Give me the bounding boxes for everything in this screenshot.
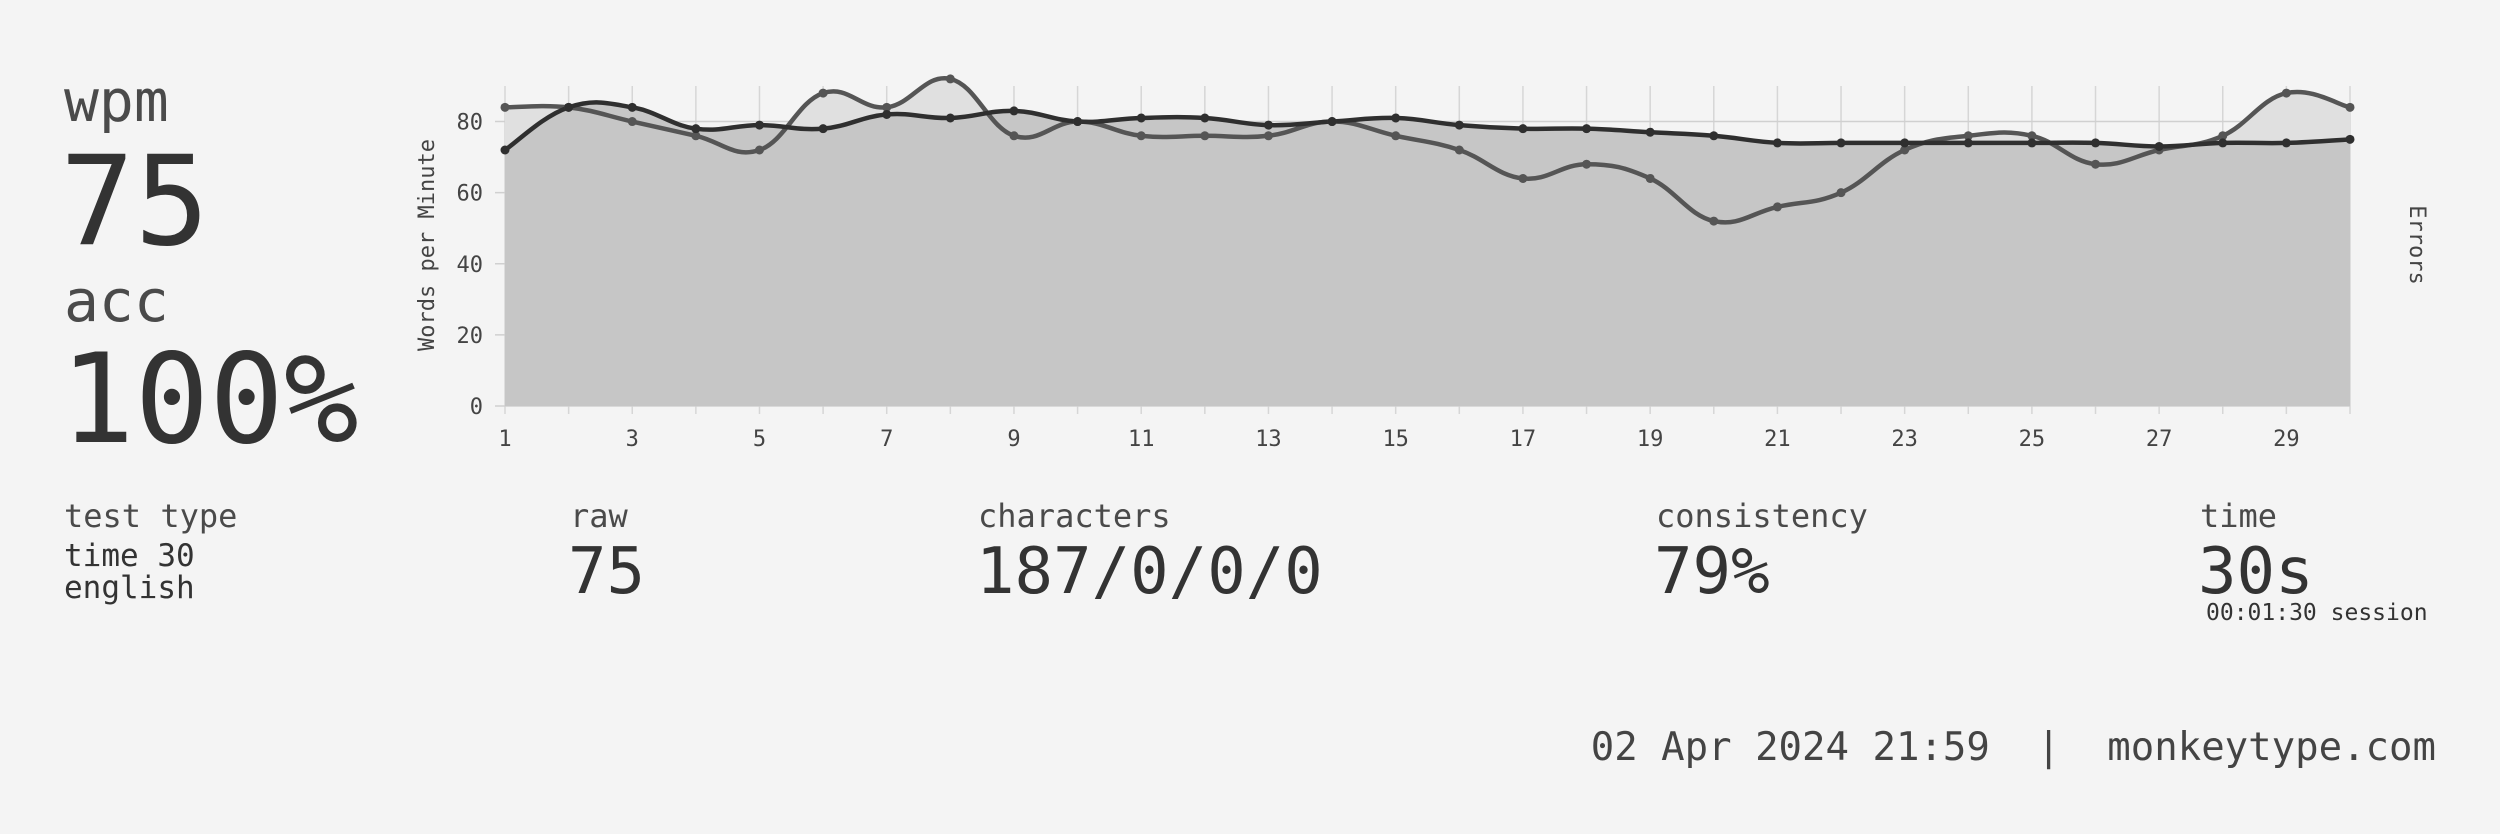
test-type-label: test type [64,497,238,535]
acc-label: acc [64,267,169,335]
x-tick-label: 23 [1891,427,1918,452]
y-tick-label: 80 [457,111,484,136]
wpm-point [2027,138,2037,148]
raw-point [691,131,701,141]
raw-point [1645,173,1655,183]
wpm-point [1200,113,1210,123]
x-tick-label: 25 [2019,427,2046,452]
raw-value: 75 [568,535,646,609]
wpm-point [500,145,510,155]
wpm-point [1073,117,1083,127]
wpm-point [1582,124,1592,134]
wpm-point [1136,113,1146,123]
raw-point [500,102,510,112]
raw-point [945,74,955,84]
characters-value: 187/0/0/0 [976,535,1323,609]
wpm-label: wpm [64,67,169,135]
raw-point [2281,88,2291,98]
raw-point [627,117,637,127]
wpm-point [691,124,701,134]
x-tick-label: 21 [1764,427,1791,452]
wpm-point [1836,138,1846,148]
raw-point [818,88,828,98]
wpm-point [2218,138,2228,148]
wpm-point [564,102,574,112]
chart-errors-axis-label: Errors [2404,205,2429,284]
chart-points [500,74,2355,226]
raw-point [2091,159,2101,169]
characters-label: characters [978,497,1171,535]
wpm-point [882,109,892,119]
wpm-point [1454,120,1464,130]
wpm-point [1900,138,1910,148]
wpm-point [2281,138,2291,148]
time-value: 30s [2198,535,2314,609]
raw-point [1136,131,1146,141]
wpm-point [1709,131,1719,141]
wpm-point [1963,138,1973,148]
raw-point [1454,145,1464,155]
wpm-point [2091,138,2101,148]
wpm-point [1263,120,1273,130]
wpm-point [2345,134,2355,144]
wpm-point [754,120,764,130]
y-tick-label: 0 [470,395,483,420]
y-tick-label: 40 [457,253,484,278]
raw-point [1518,173,1528,183]
wpm-point [1009,106,1019,116]
raw-point [1772,202,1782,212]
y-tick-label: 60 [457,182,484,207]
wpm-point [1327,117,1337,127]
raw-point [2218,131,2228,141]
x-tick-label: 11 [1128,427,1155,452]
chart-y-axis-label: Words per Minute [415,139,440,351]
wpm-point [1645,127,1655,137]
wpm-point [627,102,637,112]
wpm-area [505,102,2350,406]
wpm-point [945,113,955,123]
x-tick-label: 19 [1637,427,1664,452]
raw-point [2345,102,2355,112]
x-tick-label: 27 [2146,427,2173,452]
x-tick-label: 13 [1255,427,1282,452]
raw-point [1963,131,1973,141]
x-tick-label: 5 [753,427,766,452]
wpm-point [2154,141,2164,151]
y-tick-label: 20 [457,324,484,349]
footer-date-site: 02 Apr 2024 21:59 | monkeytype.com [1590,725,2436,770]
raw-point [2027,131,2037,141]
consistency-value: 79% [1654,535,1770,609]
raw-point [1200,131,1210,141]
raw-point [1582,159,1592,169]
raw-label: raw [570,497,628,535]
x-tick-label: 29 [2273,427,2300,452]
raw-point [1836,188,1846,198]
raw-point [1709,216,1719,226]
wpm-point [1518,124,1528,134]
time-label: time [2200,497,2278,535]
raw-point [754,145,764,155]
x-tick-label: 15 [1382,427,1409,452]
raw-point [1263,131,1273,141]
x-tick-label: 9 [1007,427,1020,452]
wpm-point [1772,138,1782,148]
test-type-mode: time 30 [64,538,195,574]
raw-point [1391,131,1401,141]
consistency-label: consistency [1656,497,1868,535]
wpm-point [818,124,828,134]
raw-point [1009,131,1019,141]
raw-point [882,102,892,112]
wpm-value: 75 [60,130,210,274]
test-type-language: english [64,570,195,606]
x-tick-label: 17 [1510,427,1537,452]
x-tick-label: 1 [498,427,511,452]
wpm-point [1391,113,1401,123]
session-time: 00:01:30 session [2206,600,2428,626]
raw-point [1900,145,1910,155]
x-tick-label: 3 [626,427,639,452]
x-tick-label: 7 [880,427,893,452]
acc-value: 100% [60,328,359,472]
